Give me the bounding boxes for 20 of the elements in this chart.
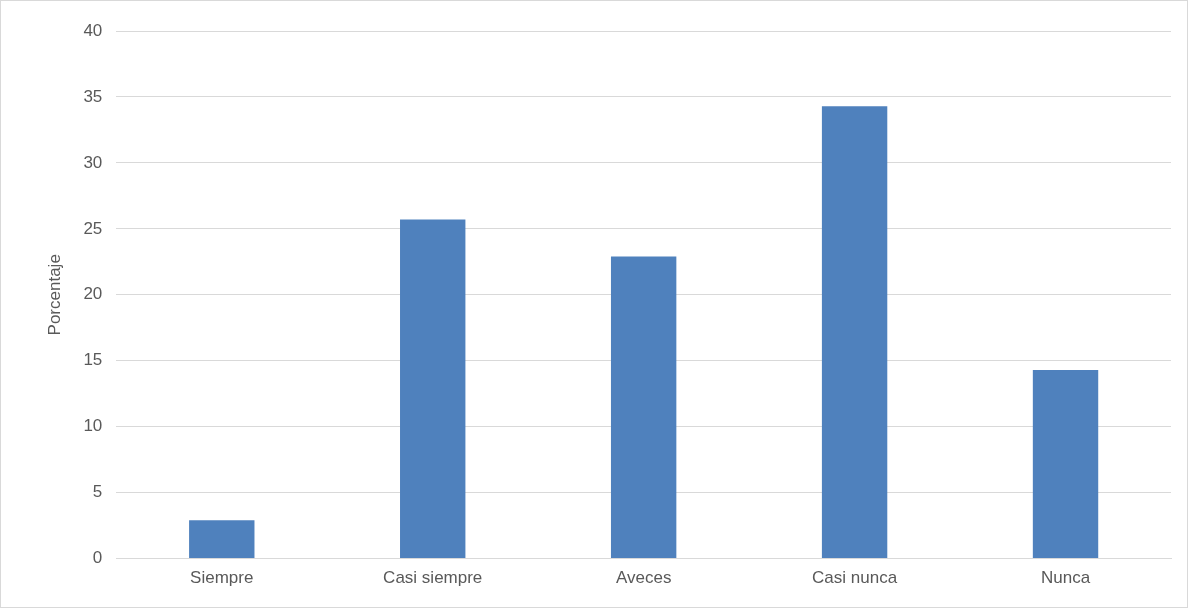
- bar: [189, 520, 255, 559]
- x-tick-label: Siempre: [190, 568, 254, 588]
- y-tick-label: 0: [92, 548, 103, 568]
- x-tick-label: Nunca: [1040, 568, 1091, 588]
- bar: [1032, 369, 1099, 559]
- bar: [821, 106, 888, 559]
- y-tick-label: 15: [83, 350, 103, 370]
- bar: [610, 256, 677, 559]
- y-tick-label: 5: [92, 482, 103, 502]
- y-tick-label: 20: [83, 284, 103, 304]
- y-tick-label: 25: [83, 218, 103, 238]
- bar: [400, 219, 466, 559]
- y-axis-title: Porcentaje: [44, 254, 64, 336]
- x-tick-label: Aveces: [615, 568, 672, 588]
- y-tick-label: 40: [83, 20, 103, 40]
- y-tick-label: 10: [83, 416, 103, 436]
- y-tick-label: 35: [83, 86, 103, 106]
- x-tick-label: Casi nunca: [812, 568, 898, 588]
- x-tick-label: Casi siempre: [383, 568, 483, 588]
- y-tick-label: 30: [83, 152, 103, 172]
